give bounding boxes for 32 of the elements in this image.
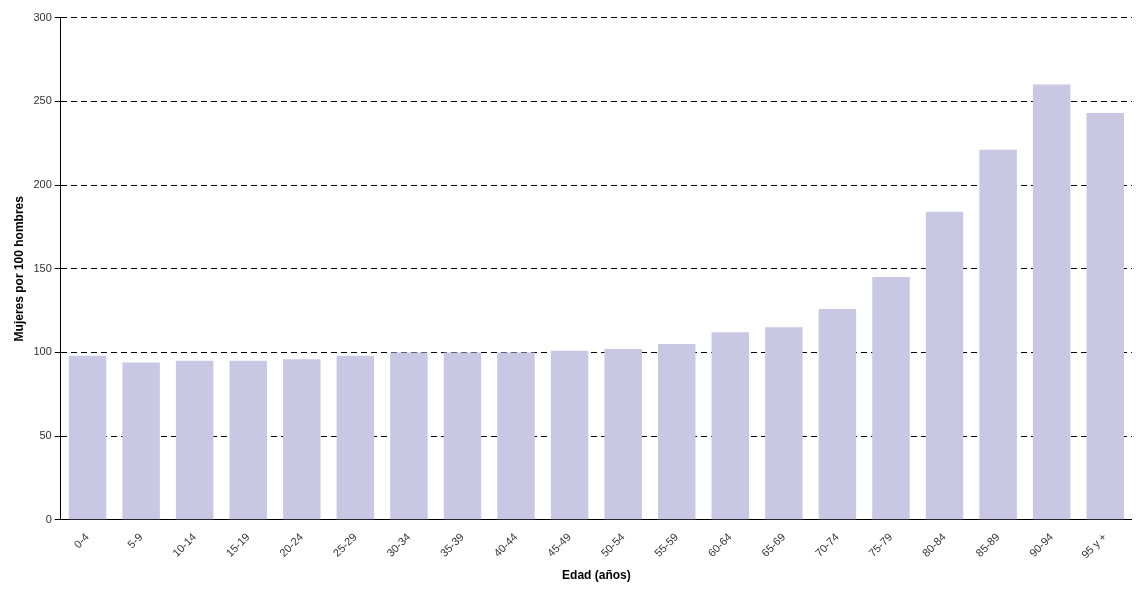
bar xyxy=(925,211,964,520)
y-tick-label: 150 xyxy=(33,261,52,274)
bar xyxy=(818,308,857,520)
bar xyxy=(604,349,642,520)
x-axis-title: Edad (años) xyxy=(562,568,631,583)
bar xyxy=(711,332,750,520)
bar xyxy=(390,352,428,520)
bar xyxy=(229,360,267,520)
bar xyxy=(283,359,321,520)
x-tick-label: 5-9 xyxy=(124,530,145,551)
bar xyxy=(336,355,375,520)
bar xyxy=(765,327,803,520)
bar xyxy=(175,360,214,520)
bar xyxy=(550,350,589,520)
y-tick-label: 200 xyxy=(33,178,52,191)
bar xyxy=(122,362,160,520)
bar xyxy=(1086,113,1124,520)
bar xyxy=(68,355,107,520)
bar xyxy=(1032,84,1071,520)
y-tick-label: 0 xyxy=(45,512,52,525)
bar xyxy=(443,352,482,520)
y-tick-label: 250 xyxy=(33,94,52,107)
bar xyxy=(979,149,1017,520)
y-tick-label: 100 xyxy=(33,345,52,358)
y-tick-label: 300 xyxy=(33,10,52,23)
bar xyxy=(657,344,696,520)
bar xyxy=(497,352,535,520)
x-tick-label: 95 y + xyxy=(1078,530,1109,561)
bar xyxy=(872,277,910,520)
y-axis-title: Mujeres por 100 hombres xyxy=(11,195,26,342)
x-tick-label: 0-4 xyxy=(71,530,92,551)
y-tick-label: 50 xyxy=(39,429,52,442)
